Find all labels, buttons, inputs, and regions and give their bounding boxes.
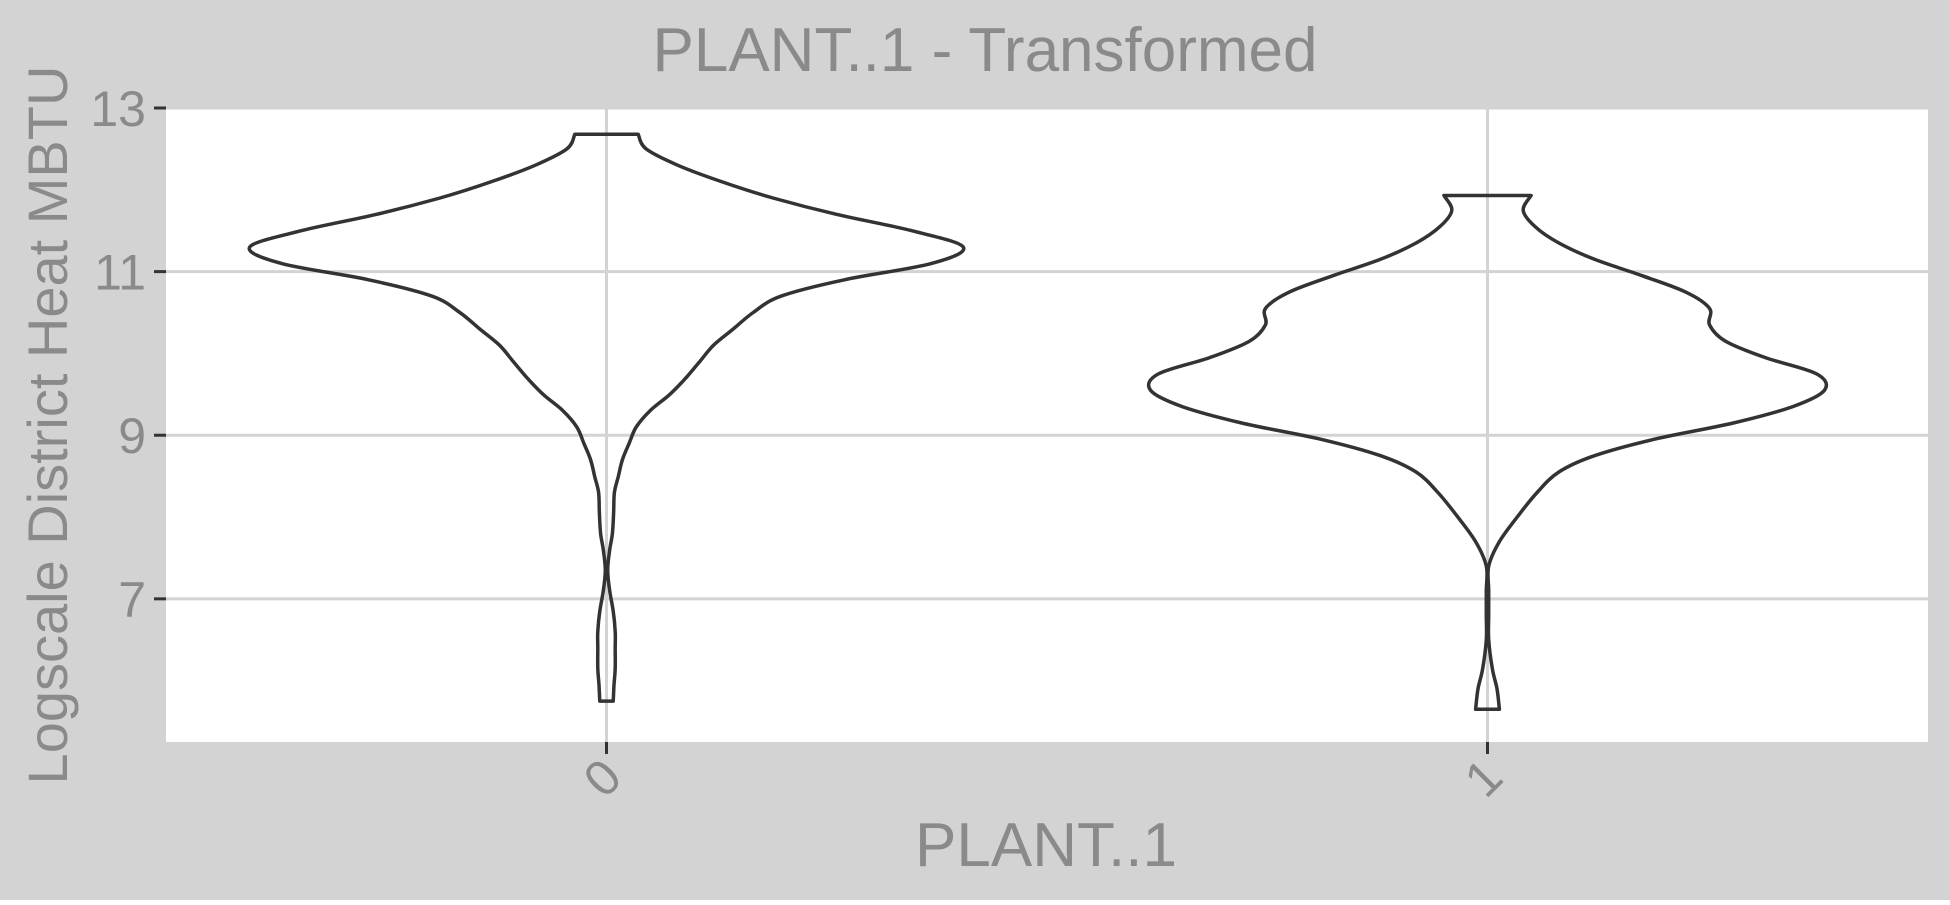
chart-title: PLANT..1 - Transformed bbox=[652, 16, 1317, 85]
y-tick-label-9: 9 bbox=[118, 408, 146, 464]
x-axis-label: PLANT..1 bbox=[915, 811, 1177, 880]
y-tick-label-11: 11 bbox=[94, 245, 146, 301]
violin-1 bbox=[1146, 193, 1829, 712]
y-axis: 7 9 11 13 bbox=[90, 81, 166, 628]
y-axis-label: Logscale District Heat MBTU bbox=[16, 66, 79, 785]
violins bbox=[247, 132, 1829, 712]
plot-panel bbox=[166, 108, 1928, 742]
grid-lines bbox=[166, 106, 1928, 742]
y-tick-label-13: 13 bbox=[90, 81, 146, 137]
y-tick-label-7: 7 bbox=[118, 572, 146, 628]
violin-0 bbox=[247, 132, 966, 703]
